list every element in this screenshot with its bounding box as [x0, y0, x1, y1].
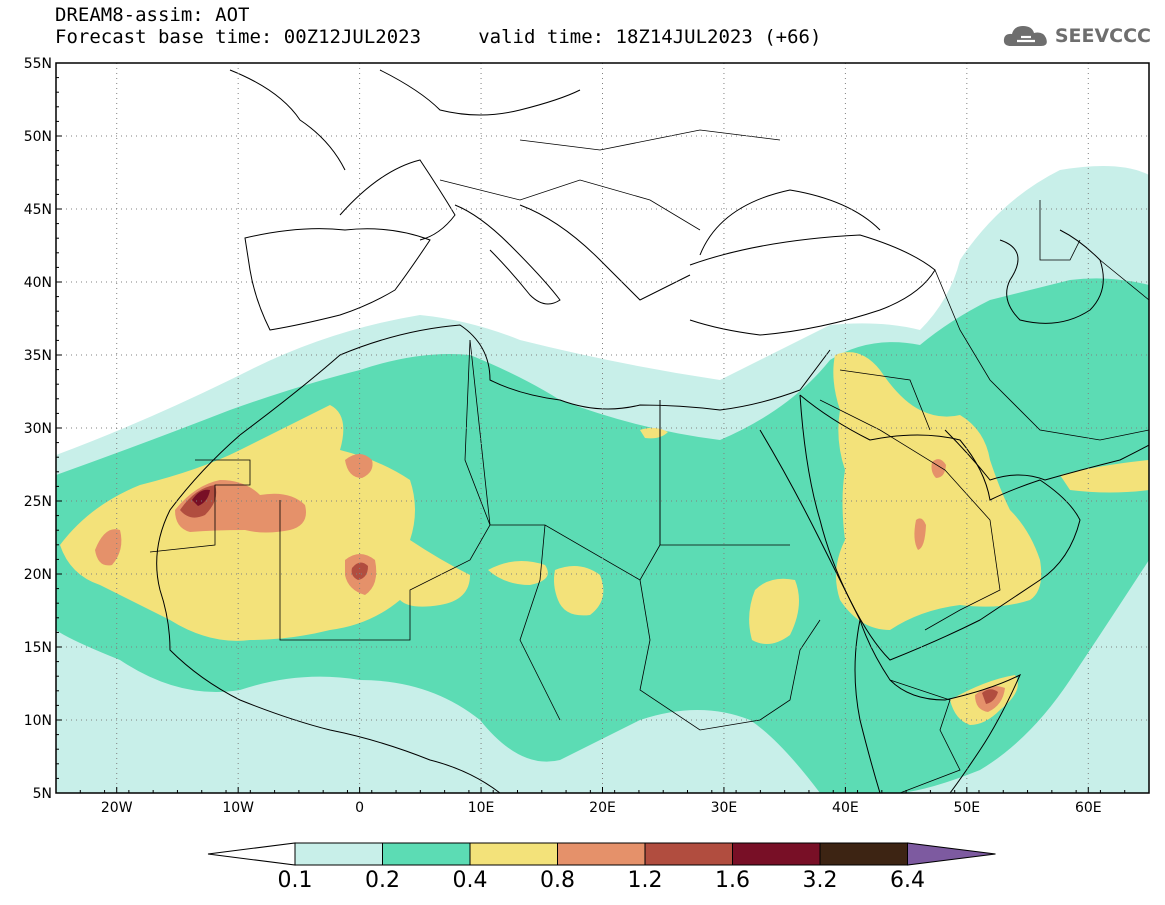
aot-band-1.2-somalia: [982, 689, 998, 704]
colorbar-label: 1.2: [628, 868, 663, 893]
coast-red-sea: [759, 429, 1022, 793]
lat-tick-label: 15N: [24, 640, 52, 656]
coast-north-africa: [239, 324, 831, 436]
colorbar-segment: [469, 842, 558, 866]
coast-anatolia: [689, 234, 936, 336]
seevccc-logo: SEEVCCC: [1001, 22, 1151, 50]
coast-iberia: [244, 228, 431, 331]
coast-balkans: [519, 204, 691, 301]
border-iraq: [839, 369, 931, 431]
aot-band-0.8-arabia-2: [914, 518, 926, 550]
aot-field: [56, 166, 1149, 793]
border-chad: [519, 524, 561, 721]
lat-tick-label: 25N: [24, 494, 52, 510]
cloud-icon: [1003, 26, 1047, 46]
coast-arabia: [799, 394, 1081, 661]
coast-persian-gulf: [944, 429, 1149, 481]
border-egypt: [659, 400, 790, 546]
colorbar-label: 0.1: [278, 868, 313, 893]
logo-text: SEEVCCC: [1054, 25, 1151, 47]
aot-band-1.2-mali: [351, 562, 368, 580]
border-mauritania: [149, 459, 251, 553]
lat-tick-label: 50N: [24, 129, 52, 145]
border-ethiopia: [889, 679, 961, 793]
lat-tick-label: 35N: [24, 348, 52, 364]
colorbar-under-arrow: [207, 842, 296, 866]
border-algeria: [279, 339, 491, 641]
lon-tick-label: 50E: [953, 800, 980, 816]
coastlines: [156, 69, 1149, 793]
colorbar-label: 0.8: [540, 868, 575, 893]
colorbar-label: 1.6: [715, 868, 750, 893]
colorbar-segment: [557, 842, 646, 866]
colorbar-over-arrow: [907, 842, 996, 866]
lon-tick-label: 20E: [589, 800, 616, 816]
aot-band-1.6: [192, 489, 210, 506]
coast-west-africa: [156, 434, 501, 793]
lon-tick-label: 60E: [1075, 800, 1102, 816]
longitude-axis: 20W 10W 0 10E 20E 30E 40E 50E 60E: [55, 787, 1150, 816]
lat-tick-label: 55N: [24, 56, 52, 72]
border-sudan: [639, 579, 821, 731]
forecast-time-line: Forecast base time: 00Z12JUL2023 valid t…: [55, 26, 822, 48]
lat-tick-label: 40N: [24, 275, 52, 291]
coast-france: [339, 159, 456, 241]
borders: [149, 129, 1149, 793]
colorbar-segment: [819, 842, 908, 866]
colorbar-segment: [644, 842, 733, 866]
lat-tick-label: 5N: [33, 786, 52, 802]
latitude-axis: 55N 50N 45N 40N 35N 30N 25N 20N 15N 10N 5N: [24, 56, 62, 802]
lat-tick-label: 45N: [24, 202, 52, 218]
aot-band-0.4-arabia: [833, 352, 1042, 630]
aot-band-0.8-north: [345, 454, 373, 478]
coast-blacksea: [699, 189, 881, 256]
gridlines: [56, 63, 1149, 793]
colorbar-label: 0.4: [453, 868, 488, 893]
aot-band-0.4-east-africa: [749, 578, 799, 644]
border-central-asia: [1039, 200, 1149, 301]
lon-tick-label: 10E: [468, 800, 495, 816]
coast-northern-europe: [229, 69, 581, 171]
aot-band-0.8-atlantic: [95, 529, 122, 566]
colorbar: 0.1 0.2 0.4 0.8 1.2 1.6 3.2 6.4: [207, 842, 996, 893]
lon-tick-label: 20W: [101, 800, 133, 816]
lat-tick-label: 30N: [24, 421, 52, 437]
lon-tick-label: 10W: [222, 800, 254, 816]
lat-tick-label: 10N: [24, 713, 52, 729]
coast-caspian: [999, 229, 1104, 324]
aot-band-0.4-gulf: [1060, 460, 1149, 493]
lon-tick-label: 40E: [832, 800, 859, 816]
aot-band-0.4-nile: [640, 427, 668, 439]
lat-tick-label: 20N: [24, 567, 52, 583]
colorbar-label: 0.2: [365, 868, 400, 893]
map-title: DREAM8-assim: AOT: [55, 4, 250, 26]
coast-italy: [454, 204, 561, 305]
border-iran: [934, 269, 1149, 441]
aot-band-0.4-central: [488, 561, 548, 585]
aot-band-0.4-central-2: [554, 566, 604, 616]
colorbar-segment: [294, 842, 383, 866]
lon-tick-label: 30E: [711, 800, 738, 816]
border-saudi: [819, 399, 1001, 631]
colorbar-label: 6.4: [890, 868, 925, 893]
border-europe: [439, 129, 781, 231]
colorbar-label: 3.2: [803, 868, 838, 893]
colorbar-segment: [382, 842, 471, 866]
colorbar-segment: [732, 842, 821, 866]
lon-tick-label: 0: [355, 800, 364, 816]
